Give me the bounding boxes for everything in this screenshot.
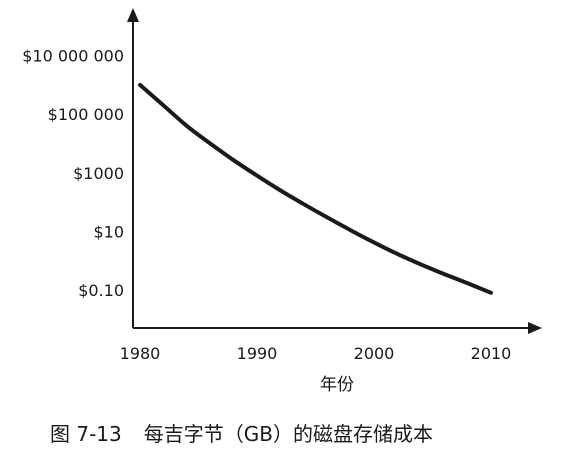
x-tick-label: 1990 [237, 344, 278, 363]
x-axis-arrow [528, 322, 542, 334]
y-tick-label: $100 000 [48, 105, 124, 124]
figure-title: 每吉字节（GB）的磁盘存储成本 [143, 422, 433, 446]
y-tick-label: $10 000 000 [22, 47, 124, 66]
x-tick-label: 2000 [354, 344, 395, 363]
y-axis-arrow [127, 8, 139, 22]
x-axis-title: 年份 [320, 375, 354, 395]
x-tick-label: 2010 [471, 344, 512, 363]
figure-number: 图 7-13 [50, 422, 122, 446]
y-tick-label: $0.10 [78, 281, 124, 300]
cost-curve [138, 82, 493, 295]
y-tick-labels: $0.10 $10 $1000 $100 000 $10 000 000 [22, 47, 124, 300]
chart-axes [127, 8, 542, 334]
x-tick-label: 1980 [120, 344, 161, 363]
y-tick-label: $10 [93, 222, 124, 241]
x-tick-labels: 1980 1990 2000 2010 [120, 344, 512, 363]
figure-caption: 图 7-13 每吉字节（GB）的磁盘存储成本 [50, 418, 550, 448]
y-tick-label: $1000 [73, 164, 124, 183]
